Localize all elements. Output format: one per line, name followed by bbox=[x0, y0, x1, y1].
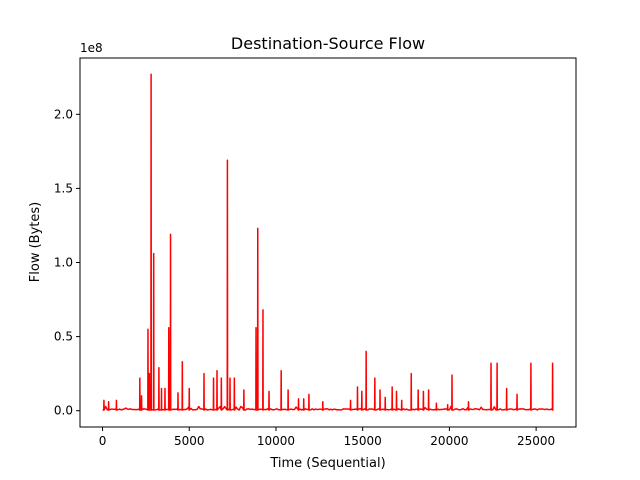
y-axis-offset-label: 1e8 bbox=[80, 41, 103, 55]
axes-frame bbox=[79, 57, 577, 428]
series-line bbox=[102, 73, 554, 411]
x-tick-label: 0 bbox=[99, 434, 107, 448]
x-tick-label: 15000 bbox=[344, 434, 382, 448]
y-tick-label: 1.0 bbox=[54, 256, 73, 270]
y-tick-label: 0.0 bbox=[54, 404, 73, 418]
y-tick-label: 1.5 bbox=[54, 181, 73, 195]
x-tick-label: 10000 bbox=[257, 434, 295, 448]
x-tick-label: 25000 bbox=[517, 434, 555, 448]
y-axis-label: Flow (Bytes) bbox=[28, 202, 43, 282]
x-axis-ticks: 0 5000 10000 15000 20000 25000 bbox=[99, 427, 555, 448]
x-axis-label: Time (Sequential) bbox=[269, 456, 385, 471]
y-tick-label: 0.5 bbox=[54, 330, 73, 344]
y-tick-label: 2.0 bbox=[54, 107, 73, 121]
y-axis-ticks: 0.0 0.5 1.0 1.5 2.0 bbox=[54, 107, 80, 418]
chart-title: Destination-Source Flow bbox=[231, 34, 425, 53]
x-tick-label: 20000 bbox=[430, 434, 468, 448]
x-tick-label: 5000 bbox=[174, 434, 205, 448]
plot-area bbox=[102, 73, 554, 411]
